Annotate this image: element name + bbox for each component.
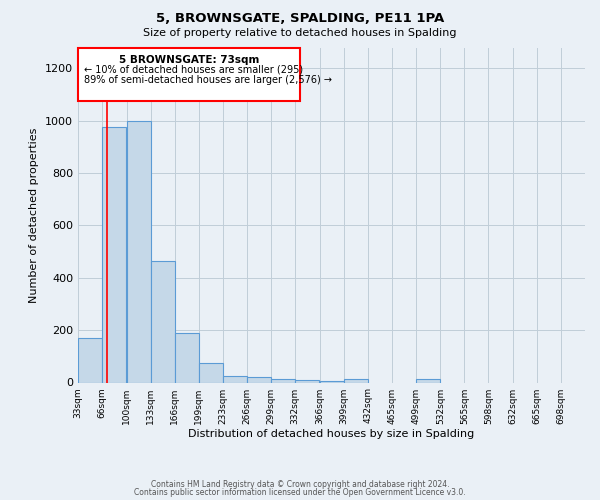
Bar [175, 333, 199, 382]
Bar [78, 338, 102, 382]
Text: Size of property relative to detached houses in Spalding: Size of property relative to detached ho… [143, 28, 457, 38]
Bar [295, 380, 319, 382]
Bar [320, 381, 344, 382]
Bar [247, 378, 271, 382]
Bar [127, 121, 151, 382]
X-axis label: Distribution of detached houses by size in Spalding: Distribution of detached houses by size … [188, 430, 475, 440]
Text: Contains HM Land Registry data © Crown copyright and database right 2024.: Contains HM Land Registry data © Crown c… [151, 480, 449, 489]
Bar [78, 48, 299, 101]
Bar [344, 378, 368, 382]
Bar [151, 261, 175, 382]
Bar [223, 376, 247, 382]
Text: 5, BROWNSGATE, SPALDING, PE11 1PA: 5, BROWNSGATE, SPALDING, PE11 1PA [156, 12, 444, 26]
Bar [271, 378, 295, 382]
Bar [102, 128, 126, 382]
Text: Contains public sector information licensed under the Open Government Licence v3: Contains public sector information licen… [134, 488, 466, 497]
Text: 89% of semi-detached houses are larger (2,576) →: 89% of semi-detached houses are larger (… [84, 75, 332, 85]
Text: 5 BROWNSGATE: 73sqm: 5 BROWNSGATE: 73sqm [119, 55, 259, 65]
Bar [416, 380, 440, 382]
Bar [199, 363, 223, 382]
Y-axis label: Number of detached properties: Number of detached properties [29, 128, 40, 302]
Text: ← 10% of detached houses are smaller (295): ← 10% of detached houses are smaller (29… [84, 64, 303, 74]
